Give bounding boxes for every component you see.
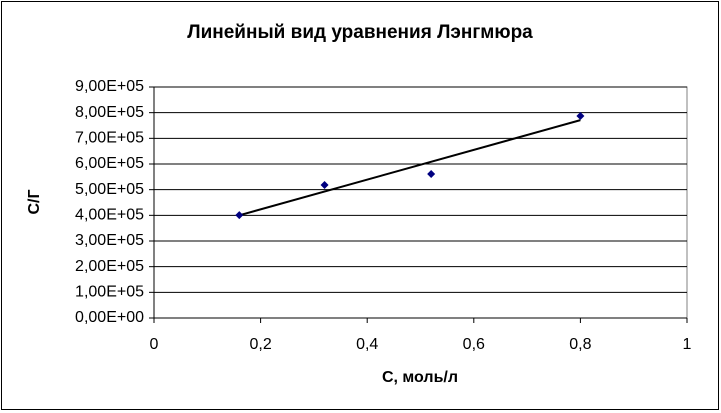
x-tick-label: 0,8 [569,336,591,353]
y-tick-label: 1,00E+05 [75,284,144,301]
data-point [576,112,585,121]
x-tick-label: 1 [683,336,692,353]
data-point [235,211,244,220]
x-tick-label: 0,4 [356,336,378,353]
data-point [427,170,436,179]
y-tick-label: 3,00E+05 [75,232,144,249]
trendline [239,119,581,217]
y-tick-label: 2,00E+05 [75,258,144,275]
y-axis-title: С/Г [26,189,43,214]
x-tick-label: 0,6 [463,336,485,353]
y-tick-label: 0,00E+00 [75,309,144,326]
x-tick-label: 0,2 [249,336,271,353]
y-tick-label: 5,00E+05 [75,181,144,198]
y-tick-label: 6,00E+05 [75,155,144,172]
y-tick-label: 8,00E+05 [75,104,144,121]
data-point [320,181,329,190]
y-tick-label: 7,00E+05 [75,130,144,147]
x-axis-title: С, моль/л [382,369,458,386]
y-tick-label: 4,00E+05 [75,207,144,224]
x-tick-label: 0 [150,336,159,353]
plot-area [153,86,688,319]
y-tick-label: 9,00E+05 [75,78,144,95]
chart-title: Линейный вид уравнения Лэнгмюра [187,22,533,43]
